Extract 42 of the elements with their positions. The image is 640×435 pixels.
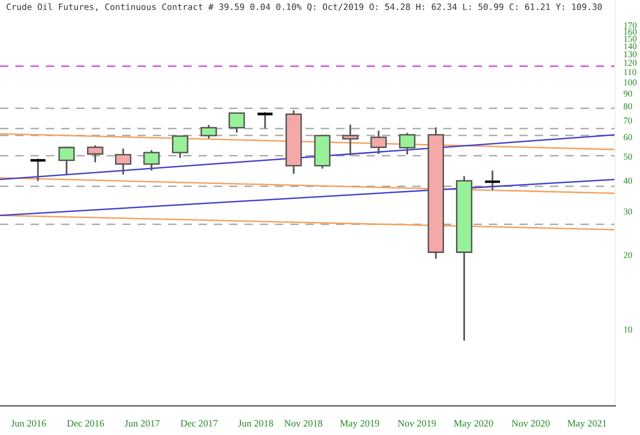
candlestick [58,146,75,176]
y-tick-label: 80 [624,103,632,110]
y-tick-label: 60 [624,134,632,140]
y-tick-label: 10 [624,326,632,333]
x-tick-label: Nov 2018 [284,420,322,427]
candlestick [29,158,47,182]
x-tick-label: Jun 2018 [238,420,274,427]
y-tick-label: 160 [624,28,637,35]
y-tick-label: 140 [624,43,637,50]
candlestick [399,132,416,156]
y-tick-label: 100 [624,79,637,86]
x-tick-label: May 2021 [567,420,606,429]
x-tick-label: Nov 2020 [512,420,550,427]
y-tick-label: 50 [624,154,632,160]
y-tick-label: 20 [624,252,632,258]
y-tick-label: 30 [624,208,632,215]
y-tick-label: 150 [624,36,637,42]
candlestick [484,170,502,191]
x-tick-label: Dec 2017 [180,420,218,427]
y-tick-label: 40 [624,178,632,184]
x-tick-label: May 2020 [454,420,493,429]
candlestick [143,149,160,172]
y-tick-label: 170 [624,22,637,28]
candlestick [172,134,188,159]
candlestick [115,148,132,176]
y-tick-label: 120 [624,60,637,66]
y-tick-label: 110 [624,69,636,76]
x-tick-label: Nov 2019 [398,420,436,427]
x-tick-label: Jun 2016 [11,420,46,427]
x-tick-label: Dec 2016 [67,420,104,427]
candlestick [256,111,274,130]
y-tick-label: 70 [624,118,632,124]
candlestick [370,130,387,155]
y-tick-label: 130 [624,51,637,58]
candlestick [87,144,104,164]
x-tick-label: May 2019 [340,420,380,429]
candlestick [342,124,358,156]
candlestick [200,124,217,140]
chart-title: Crude Oil Futures, Continuous Contract # 39.59 0.04 0.10% Q: Oct/2019 O: 54.28 H: 62.34 L: 50.99 C: 61.21 Y: 109.30 [6,3,602,12]
candlestick [228,112,245,134]
y-tick-label: 90 [624,90,632,97]
x-tick-label: Jun 2017 [124,420,160,427]
